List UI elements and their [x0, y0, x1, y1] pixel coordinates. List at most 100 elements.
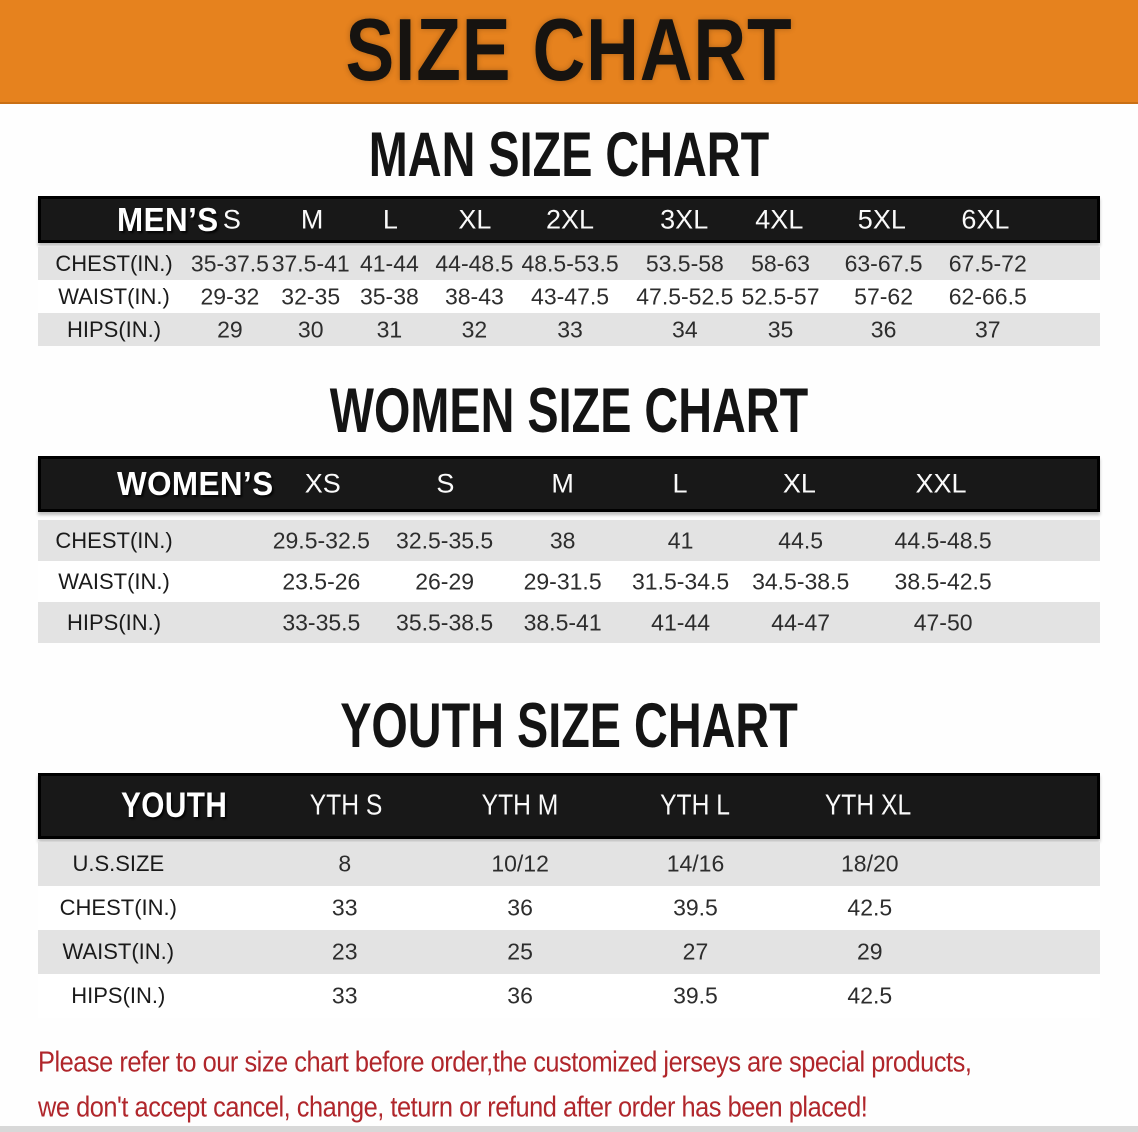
table-cell: 8	[338, 850, 352, 877]
table-cell: 58-63	[751, 250, 810, 276]
column-header: YTH S	[309, 789, 383, 822]
youth-chest-row: CHEST(IN.) 33 36 39.5 42.5	[37, 886, 1101, 930]
row-label: CHEST(IN.)	[59, 895, 177, 920]
table-cell: 33	[557, 316, 583, 342]
youth-size-table: YOUTH YTH S YTH M YTH L YTH XL U.S.SIZE …	[37, 773, 1101, 1018]
table-cell: 41-44	[651, 609, 711, 635]
table-cell: 67.5-72	[948, 250, 1027, 276]
table-cell: 34	[672, 316, 698, 342]
table-cell: 52.5-57	[741, 283, 820, 309]
table-cell: 27	[682, 938, 709, 965]
table-cell: 36	[507, 894, 533, 921]
table-cell: 29	[217, 316, 243, 342]
column-header: L	[382, 204, 398, 234]
youth-table-header-row: YOUTH YTH S YTH M YTH L YTH XL	[37, 773, 1101, 839]
row-label: WAIST(IN.)	[58, 283, 170, 309]
youth-header-label: YOUTH	[120, 786, 228, 825]
table-cell: 47.5-52.5	[636, 283, 734, 309]
table-cell: 39.5	[673, 894, 718, 921]
page-title: SIZE CHART	[345, 0, 793, 100]
table-cell: 29.5-32.5	[272, 527, 370, 553]
table-cell: 36	[507, 982, 533, 1009]
youth-section-heading: YOUTH SIZE CHART	[340, 690, 798, 761]
table-cell: 26-29	[415, 568, 475, 594]
table-cell: 42.5	[847, 894, 893, 921]
table-cell: 35-37.5	[190, 250, 269, 276]
table-cell: 39.5	[673, 982, 718, 1009]
table-cell: 25	[507, 938, 533, 965]
table-cell: 43-47.5	[531, 283, 610, 309]
table-cell: 38-43	[444, 283, 504, 309]
column-header: XS	[304, 468, 341, 499]
table-cell: 38.5-41	[523, 609, 602, 635]
row-label: WAIST(IN.)	[58, 568, 170, 594]
column-header: 4XL	[755, 204, 804, 234]
column-header: XXL	[915, 468, 967, 499]
table-cell: 37.5-41	[271, 250, 350, 276]
table-cell: 63-67.5	[844, 250, 923, 276]
table-cell: 31.5-34.5	[631, 568, 730, 594]
table-cell: 29	[856, 938, 883, 965]
row-label: U.S.SIZE	[72, 851, 165, 876]
row-label: CHEST(IN.)	[55, 527, 173, 553]
table-cell: 41	[667, 527, 694, 553]
column-header: XL	[782, 468, 816, 499]
men-section-heading: MAN SIZE CHART	[368, 119, 770, 190]
table-cell: 41-44	[359, 250, 419, 276]
men-chest-row: CHEST(IN.) 35-37.5 37.5-41 41-44 44-48.5…	[37, 247, 1101, 280]
table-cell: 53.5-58	[645, 250, 724, 276]
row-label: CHEST(IN.)	[55, 250, 173, 276]
disclaimer-line-1: Please refer to our size chart before or…	[38, 1046, 972, 1078]
table-cell: 48.5-53.5	[521, 250, 619, 276]
women-waist-row: WAIST(IN.) 23.5-26 26-29 29-31.5 31.5-34…	[37, 561, 1101, 602]
row-label: HIPS(IN.)	[67, 316, 162, 342]
men-size-table: MEN’S S M L XL 2XL 3XL 4XL 5XL 6XL CHEST…	[37, 196, 1101, 346]
women-hips-row: HIPS(IN.) 33-35.5 35.5-38.5 38.5-41 41-4…	[37, 602, 1101, 643]
row-label: WAIST(IN.)	[62, 939, 175, 964]
table-cell: 33-35.5	[282, 609, 361, 635]
table-cell: 32	[461, 316, 488, 342]
table-cell: 10/12	[491, 850, 549, 877]
column-header: M	[551, 468, 574, 499]
column-header: L	[672, 468, 688, 499]
table-cell: 32-35	[281, 283, 341, 309]
table-cell: 38.5-42.5	[894, 568, 992, 594]
column-header: YTH L	[659, 789, 730, 822]
column-header: 5XL	[857, 204, 906, 234]
table-cell: 47-50	[913, 609, 973, 635]
table-cell: 23.5-26	[282, 568, 361, 594]
column-header: M	[300, 204, 324, 234]
table-cell: 14/16	[666, 850, 725, 877]
men-table-header-row: MEN’S S M L XL 2XL 3XL 4XL 5XL 6XL	[37, 196, 1101, 243]
table-cell: 36	[870, 316, 897, 342]
table-cell: 42.5	[847, 982, 893, 1009]
column-header: S	[222, 204, 241, 234]
youth-ussize-row: U.S.SIZE 8 10/12 14/16 18/20	[37, 842, 1101, 886]
banner: SIZE CHART	[0, 0, 1138, 104]
women-section-heading: WOMEN SIZE CHART	[329, 375, 809, 446]
table-cell: 29-31.5	[523, 568, 602, 594]
table-cell: 35	[767, 316, 794, 342]
table-cell: 35.5-38.5	[396, 609, 494, 635]
table-cell: 23	[331, 938, 358, 965]
table-cell: 37	[974, 316, 1001, 342]
table-cell: 35-38	[359, 283, 419, 309]
youth-hips-row: HIPS(IN.) 33 36 39.5 42.5	[37, 974, 1101, 1018]
column-header: YTH M	[482, 789, 559, 822]
table-cell: 62-66.5	[948, 283, 1027, 309]
table-cell: 29-32	[200, 283, 260, 309]
women-size-table: WOMEN’S XS S M L XL XXL CHEST(IN.) 29.5-…	[37, 456, 1101, 643]
column-header: YTH XL	[824, 789, 912, 822]
column-header: S	[436, 468, 455, 499]
men-waist-row: WAIST(IN.) 29-32 32-35 35-38 38-43 43-47…	[37, 280, 1101, 313]
women-table-header-row: WOMEN’S XS S M L XL XXL	[37, 456, 1101, 512]
disclaimer-line-2: we don't accept cancel, change, teturn o…	[38, 1091, 868, 1123]
row-label: HIPS(IN.)	[71, 983, 166, 1008]
table-cell: 32.5-35.5	[396, 527, 494, 553]
column-header: XL	[458, 204, 492, 234]
youth-waist-row: WAIST(IN.) 23 25 27 29	[37, 930, 1101, 974]
women-header-label: WOMEN’S	[116, 465, 274, 502]
men-header-label: MEN’S	[116, 200, 219, 238]
table-cell: 44-48.5	[435, 250, 514, 276]
